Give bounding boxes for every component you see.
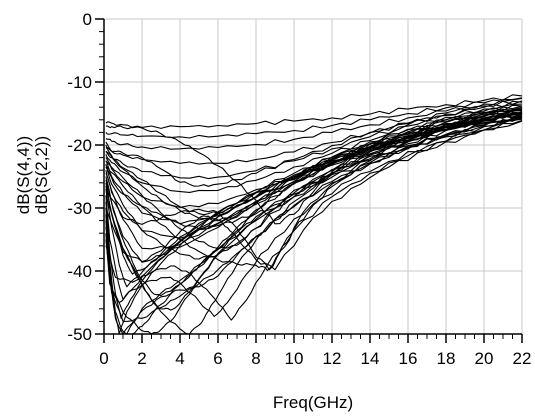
series-line [105,109,522,311]
y-axis-title-line-1: dB(S(4,4)) [14,136,33,214]
series-line [105,105,523,222]
y-tick-label: -10 [67,73,92,92]
x-tick-label: 8 [251,349,260,368]
x-tick-label: 16 [399,349,418,368]
series-line [105,116,523,335]
x-tick-label: 20 [475,349,494,368]
x-axis-title: Freq(GHz) [273,393,353,412]
x-tick-label: 0 [99,349,108,368]
series-line [105,97,523,225]
y-tick-label: -40 [67,262,92,281]
series-line [105,112,523,297]
series-line [105,107,523,208]
y-axis-title-line-2: dB(S(2,2)) [32,136,51,214]
series-line [105,100,523,187]
x-tick-label: 6 [213,349,222,368]
series-line [105,100,523,150]
series-line [105,120,523,271]
x-tick-label: 4 [175,349,184,368]
series-line [105,113,523,335]
series-line [105,117,523,322]
x-tick-label: 2 [137,349,146,368]
series-line [105,97,523,139]
series-line [105,94,523,130]
y-tick-label: -50 [67,325,92,344]
series-line [105,107,523,216]
x-tick-label: 22 [513,349,532,368]
tick-labels: 0 -10 -20 -30 -40 -50 0 2 4 6 8 10 12 14 16 18 20 22 [67,10,531,368]
series-line [105,118,523,317]
series-line [105,116,523,335]
series-line [105,119,523,321]
y-tick-label: -30 [67,199,92,218]
axes [95,18,523,343]
y-tick-label: -20 [67,136,92,155]
series-line [105,103,523,165]
series-line [105,112,523,300]
x-tick-label: 10 [285,349,304,368]
series-line [132,112,523,335]
series-line [105,116,523,271]
series-line [105,110,523,249]
series-line [105,116,523,335]
series-group [105,94,523,335]
series-line [105,112,523,271]
x-tick-label: 18 [437,349,456,368]
x-tick-label: 14 [361,349,380,368]
y-tick-label: 0 [83,10,92,29]
x-tick-label: 12 [323,349,342,368]
